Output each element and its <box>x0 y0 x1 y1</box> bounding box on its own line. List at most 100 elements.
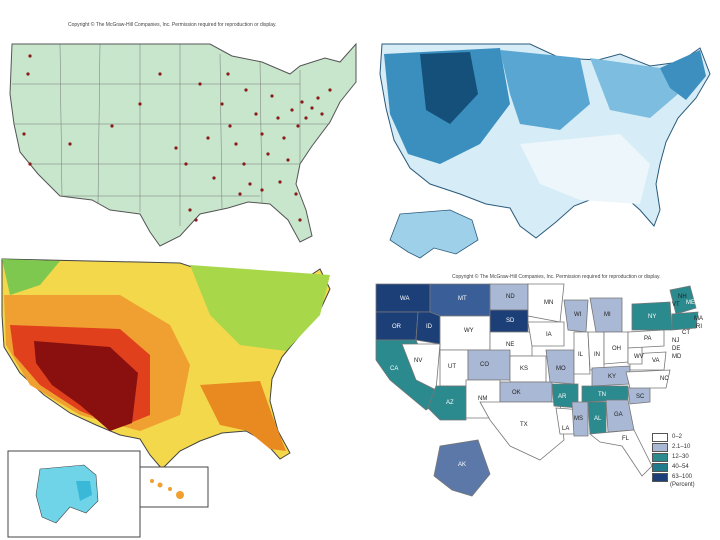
us-outline-green <box>9 42 357 247</box>
svg-text:KS: KS <box>520 366 528 372</box>
legend-label: 40–54 <box>672 464 689 470</box>
svg-text:MT: MT <box>458 296 467 302</box>
cities-map-panel: Copyright © The McGraw-Hill Companies, I… <box>0 14 360 254</box>
svg-text:LA: LA <box>562 426 569 432</box>
state-in <box>587 331 605 371</box>
alaska-interior <box>76 481 92 501</box>
legend-swatch <box>652 452 668 462</box>
state-nc <box>625 369 671 389</box>
state-boundaries <box>12 43 330 226</box>
alaska-inset <box>389 209 479 259</box>
state-shapes <box>375 283 699 497</box>
svg-text:AR: AR <box>558 394 567 400</box>
legend-item: 40–54 <box>652 462 695 472</box>
svg-text:OK: OK <box>512 390 521 396</box>
legend-item: 2.1–10 <box>652 442 695 452</box>
legend-unit: (Percent) <box>670 482 695 488</box>
legend-item: 63–100 <box>652 472 695 482</box>
state-ia <box>527 321 565 347</box>
svg-text:TN: TN <box>598 392 606 398</box>
state-ca <box>375 339 441 411</box>
state-il <box>573 331 591 375</box>
state-choropleth-map: WA OR ID MT ND SD WY NE MN IA WI MI IL I… <box>375 283 703 497</box>
state-fl <box>588 429 653 477</box>
state-vt-nh-me <box>669 285 697 315</box>
svg-text:IN: IN <box>594 352 600 358</box>
northwest-cool-zone <box>2 259 60 295</box>
svg-text:SC: SC <box>636 394 645 400</box>
svg-text:SD: SD <box>506 318 515 324</box>
southwest-hottest-zone <box>34 341 138 431</box>
svg-text:IA: IA <box>546 332 552 338</box>
svg-text:MD: MD <box>672 354 682 360</box>
north-cool-zone <box>190 265 330 351</box>
svg-text:NE: NE <box>506 342 514 348</box>
svg-text:NC: NC <box>660 376 669 382</box>
state-co <box>467 349 511 381</box>
svg-text:NJ: NJ <box>672 338 679 344</box>
city-dots <box>22 54 332 222</box>
svg-text:KY: KY <box>608 374 616 380</box>
svg-text:IL: IL <box>578 352 584 358</box>
cities-map-copyright: Copyright © The McGraw-Hill Companies, I… <box>68 22 277 28</box>
northeast-zone <box>660 50 706 100</box>
svg-text:MO: MO <box>556 366 566 372</box>
state-az <box>427 385 467 421</box>
svg-text:AZ: AZ <box>446 400 454 406</box>
svg-text:OR: OR <box>392 324 402 330</box>
svg-text:CT: CT <box>682 330 690 336</box>
svg-text:TX: TX <box>520 422 528 428</box>
svg-text:MN: MN <box>544 300 553 306</box>
svg-text:FL: FL <box>622 436 630 442</box>
svg-text:CA: CA <box>390 366 398 372</box>
svg-text:NV: NV <box>414 358 422 364</box>
svg-text:WI: WI <box>574 312 582 318</box>
southeast-warm-zone <box>200 381 286 451</box>
south-light-zone <box>520 134 650 204</box>
svg-text:NY: NY <box>648 314 656 320</box>
svg-text:WY: WY <box>464 328 474 334</box>
svg-text:CO: CO <box>480 362 489 368</box>
svg-text:DE: DE <box>672 346 680 352</box>
svg-text:GA: GA <box>614 412 623 418</box>
state-ak <box>433 439 491 497</box>
legend-swatch <box>652 462 668 472</box>
legend-label: 0–2 <box>672 434 683 440</box>
svg-text:VT: VT <box>672 302 680 308</box>
cities-map <box>9 42 357 247</box>
state-labels: WA OR ID MT ND SD WY NE MN IA WI MI IL I… <box>390 294 703 468</box>
svg-text:PA: PA <box>644 336 652 342</box>
svg-text:RI: RI <box>696 324 702 330</box>
hawaii-islands <box>150 479 184 499</box>
legend-swatch <box>652 472 668 482</box>
svg-text:OH: OH <box>612 346 621 352</box>
state-choropleth-panel: Copyright © The McGraw-Hill Companies, I… <box>360 270 720 540</box>
legend-label: 12–30 <box>672 454 689 460</box>
svg-text:ME: ME <box>686 300 695 306</box>
heat-map-panel <box>0 255 360 540</box>
legend-swatch <box>652 432 668 442</box>
svg-text:UT: UT <box>448 364 456 370</box>
state-ma-ct-ri <box>671 311 699 331</box>
plains-mid-zone <box>500 50 590 130</box>
svg-text:AK: AK <box>458 462 466 468</box>
legend-item: 0–2 <box>652 432 695 442</box>
hawaii-inset-frame <box>139 466 209 508</box>
rockies-darkest-zone <box>420 52 478 124</box>
blue-shaded-map-panel <box>360 14 720 264</box>
legend-label: 2.1–10 <box>672 444 691 450</box>
heat-map <box>1 258 331 538</box>
svg-text:MS: MS <box>574 416 583 422</box>
svg-text:WV: WV <box>634 354 644 360</box>
svg-text:AL: AL <box>594 416 602 422</box>
svg-text:NM: NM <box>478 396 487 402</box>
alaska-shape <box>35 464 99 524</box>
choropleth-legend: 0–2 2.1–10 12–30 40–54 63–100 (Percent) <box>652 432 695 488</box>
state-map-copyright: Copyright © The McGraw-Hill Companies, I… <box>452 274 661 280</box>
state-ok <box>499 381 553 403</box>
legend-label: 63–100 <box>672 474 693 480</box>
svg-text:MI: MI <box>604 312 611 318</box>
svg-text:VA: VA <box>652 358 660 364</box>
svg-text:ND: ND <box>506 294 515 300</box>
svg-text:NH: NH <box>678 294 687 300</box>
